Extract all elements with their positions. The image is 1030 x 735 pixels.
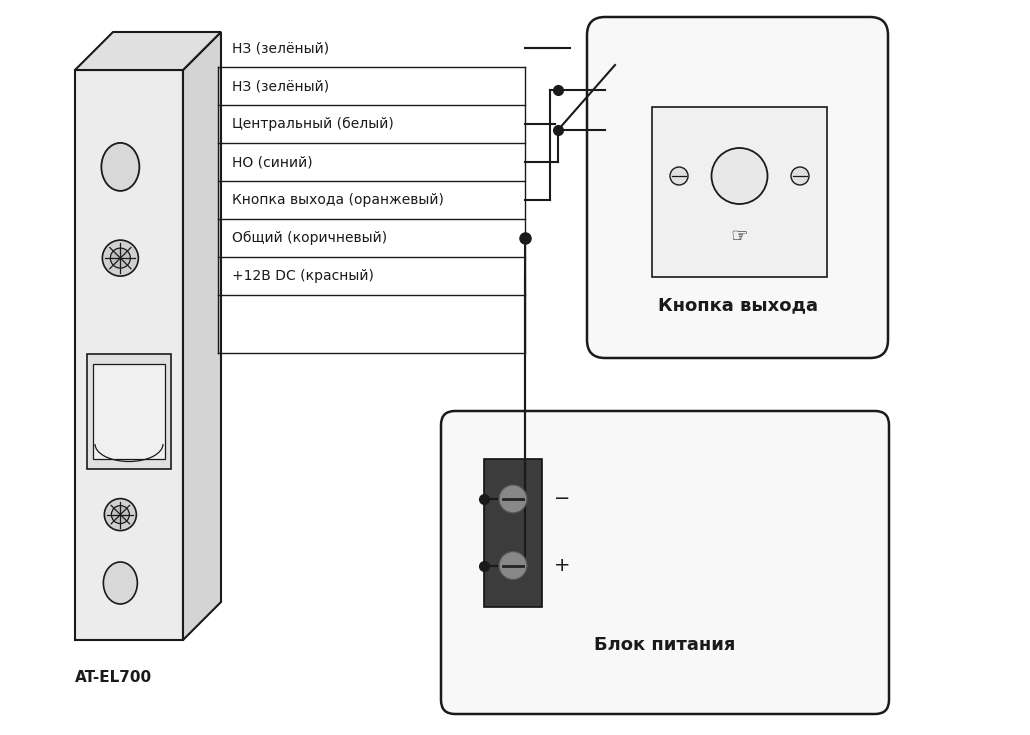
Circle shape xyxy=(499,551,527,580)
FancyBboxPatch shape xyxy=(484,459,542,607)
Text: Общий (коричневый): Общий (коричневый) xyxy=(232,231,387,245)
FancyBboxPatch shape xyxy=(587,17,888,358)
Circle shape xyxy=(499,485,527,513)
Text: НЗ (зелёный): НЗ (зелёный) xyxy=(232,41,330,55)
Polygon shape xyxy=(75,32,221,70)
Polygon shape xyxy=(183,32,221,640)
FancyBboxPatch shape xyxy=(93,364,165,459)
Text: −: − xyxy=(554,490,571,509)
Circle shape xyxy=(111,506,130,523)
Polygon shape xyxy=(75,70,183,640)
Text: +: + xyxy=(554,556,571,575)
Text: AT-EL700: AT-EL700 xyxy=(75,670,152,685)
FancyBboxPatch shape xyxy=(441,411,889,714)
Text: +12В DC (красный): +12В DC (красный) xyxy=(232,269,374,283)
Circle shape xyxy=(791,167,809,185)
Circle shape xyxy=(110,248,131,268)
Circle shape xyxy=(102,240,138,276)
Text: Центральный (белый): Центральный (белый) xyxy=(232,117,393,131)
Text: НЗ (зелёный): НЗ (зелёный) xyxy=(232,79,330,93)
Ellipse shape xyxy=(101,143,139,191)
Circle shape xyxy=(670,167,688,185)
Text: Кнопка выхода: Кнопка выхода xyxy=(657,296,818,314)
FancyBboxPatch shape xyxy=(87,354,171,469)
Ellipse shape xyxy=(103,562,137,604)
FancyBboxPatch shape xyxy=(652,107,827,277)
Text: ☞: ☞ xyxy=(730,227,748,246)
Text: НО (синий): НО (синий) xyxy=(232,155,313,169)
Circle shape xyxy=(104,498,136,531)
Text: Кнопка выхода (оранжевый): Кнопка выхода (оранжевый) xyxy=(232,193,444,207)
Text: Блок питания: Блок питания xyxy=(594,636,735,654)
Circle shape xyxy=(712,148,767,204)
